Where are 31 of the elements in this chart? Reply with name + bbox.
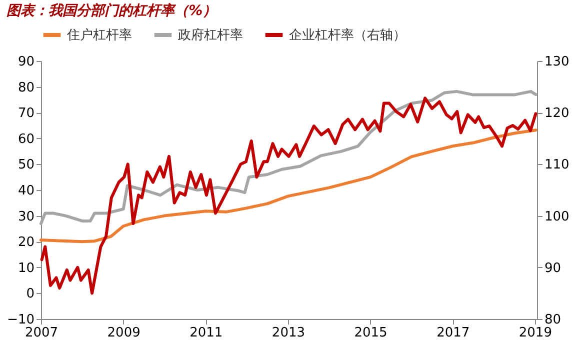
y2-tick-label: 110: [544, 158, 570, 173]
x-tick-label: 2009: [107, 326, 140, 340]
line-series: [40, 128, 538, 244]
y-tick-label: 50: [18, 158, 34, 173]
y2-tick-label: 80: [544, 312, 562, 328]
y-tick-label: 10: [18, 260, 34, 276]
y-tick-label: 70: [18, 106, 34, 122]
x-tick-label: 2015: [354, 326, 388, 340]
y2-tick-label: 90: [544, 260, 562, 276]
x-tick-label: 2013: [272, 326, 306, 340]
y-tick-label: 20: [18, 235, 34, 250]
x-tick-label: 2019: [518, 326, 552, 340]
x-tick-label: 2007: [24, 326, 58, 340]
y-tick-label: 40: [18, 184, 34, 198]
x-tick-label: 2017: [436, 326, 470, 340]
y2-tick-label: 120: [544, 106, 570, 122]
legend-label: 企业杠杆率（右轴）: [289, 27, 406, 43]
y-tick-label: −10: [7, 312, 34, 328]
y-tick-label: 80: [18, 80, 34, 96]
chart-title: 图表：我国分部门的杠杆率（%）: [6, 2, 217, 19]
legend-label: 政府杠杆率: [178, 27, 243, 43]
y-tick-label: 90: [18, 54, 34, 70]
line-series: [40, 96, 538, 295]
y2-tick-label: 130: [544, 54, 570, 70]
y2-tick-label: 100: [544, 209, 570, 224]
legend-label: 住户杠杆率: [66, 27, 132, 43]
y-tick-label: 30: [18, 209, 34, 224]
line-series: [40, 90, 538, 226]
y-tick-label: 60: [18, 132, 34, 147]
y-tick-label: 0: [26, 286, 34, 302]
x-tick-label: 2011: [190, 326, 223, 340]
